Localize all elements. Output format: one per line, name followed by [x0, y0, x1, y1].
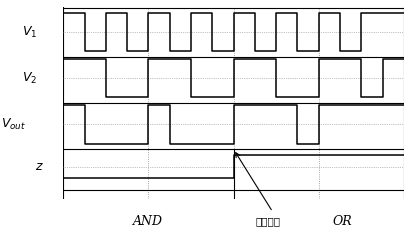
- Text: 开关切换: 开关切换: [256, 217, 281, 227]
- Text: $V_2$: $V_2$: [22, 71, 37, 86]
- Text: OR: OR: [333, 215, 353, 228]
- Text: $z$: $z$: [35, 160, 44, 173]
- Text: $V_{out}$: $V_{out}$: [1, 117, 27, 132]
- Text: $V_1$: $V_1$: [22, 25, 37, 40]
- Text: AND: AND: [133, 215, 164, 228]
